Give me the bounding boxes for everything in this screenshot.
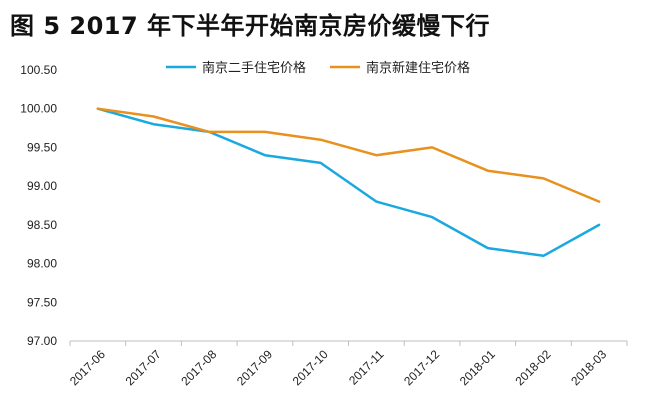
y-tick-label: 97.00 (27, 334, 57, 348)
x-tick-label: 2017-06 (67, 347, 108, 388)
series-layer (96, 107, 601, 258)
series-line-1 (96, 107, 601, 258)
x-tick-label: 2017-09 (234, 347, 275, 388)
x-tick-label: 2018-03 (568, 347, 609, 388)
legend-label-1: 南京二手住宅价格 (202, 60, 306, 76)
y-tick-label: 100.50 (20, 63, 57, 77)
y-tick-label: 98.00 (27, 257, 57, 271)
x-axis: 2017-06 2017-07 2017-08 2017-09 2017-10 2017-… (67, 340, 628, 388)
x-tick-label: 2017-11 (346, 347, 387, 388)
y-tick-label: 100.00 (20, 102, 57, 116)
x-tick-label: 2017-07 (123, 347, 164, 388)
x-tick-label: 2017-12 (401, 347, 442, 388)
x-tick-label: 2018-02 (513, 347, 554, 388)
x-tick-label: 2018-01 (457, 347, 498, 388)
y-axis: 97.00 97.50 98.00 98.50 99.00 99.50 100.00 100.… (20, 63, 57, 348)
chart-legend: 南京二手住宅价格 南京新建住宅价格 (166, 60, 470, 76)
y-tick-label: 97.50 (27, 295, 57, 309)
x-tick-label: 2017-08 (178, 347, 219, 388)
chart-title: 图 5 2017 年下半年开始南京房价缓慢下行 (10, 12, 491, 40)
x-tick-label: 2017-10 (290, 347, 331, 388)
y-tick-label: 99.00 (27, 179, 57, 193)
y-tick-label: 98.50 (27, 218, 57, 232)
legend-label-2: 南京新建住宅价格 (366, 60, 470, 76)
y-tick-label: 99.50 (27, 140, 57, 154)
series-line-2 (96, 107, 601, 203)
